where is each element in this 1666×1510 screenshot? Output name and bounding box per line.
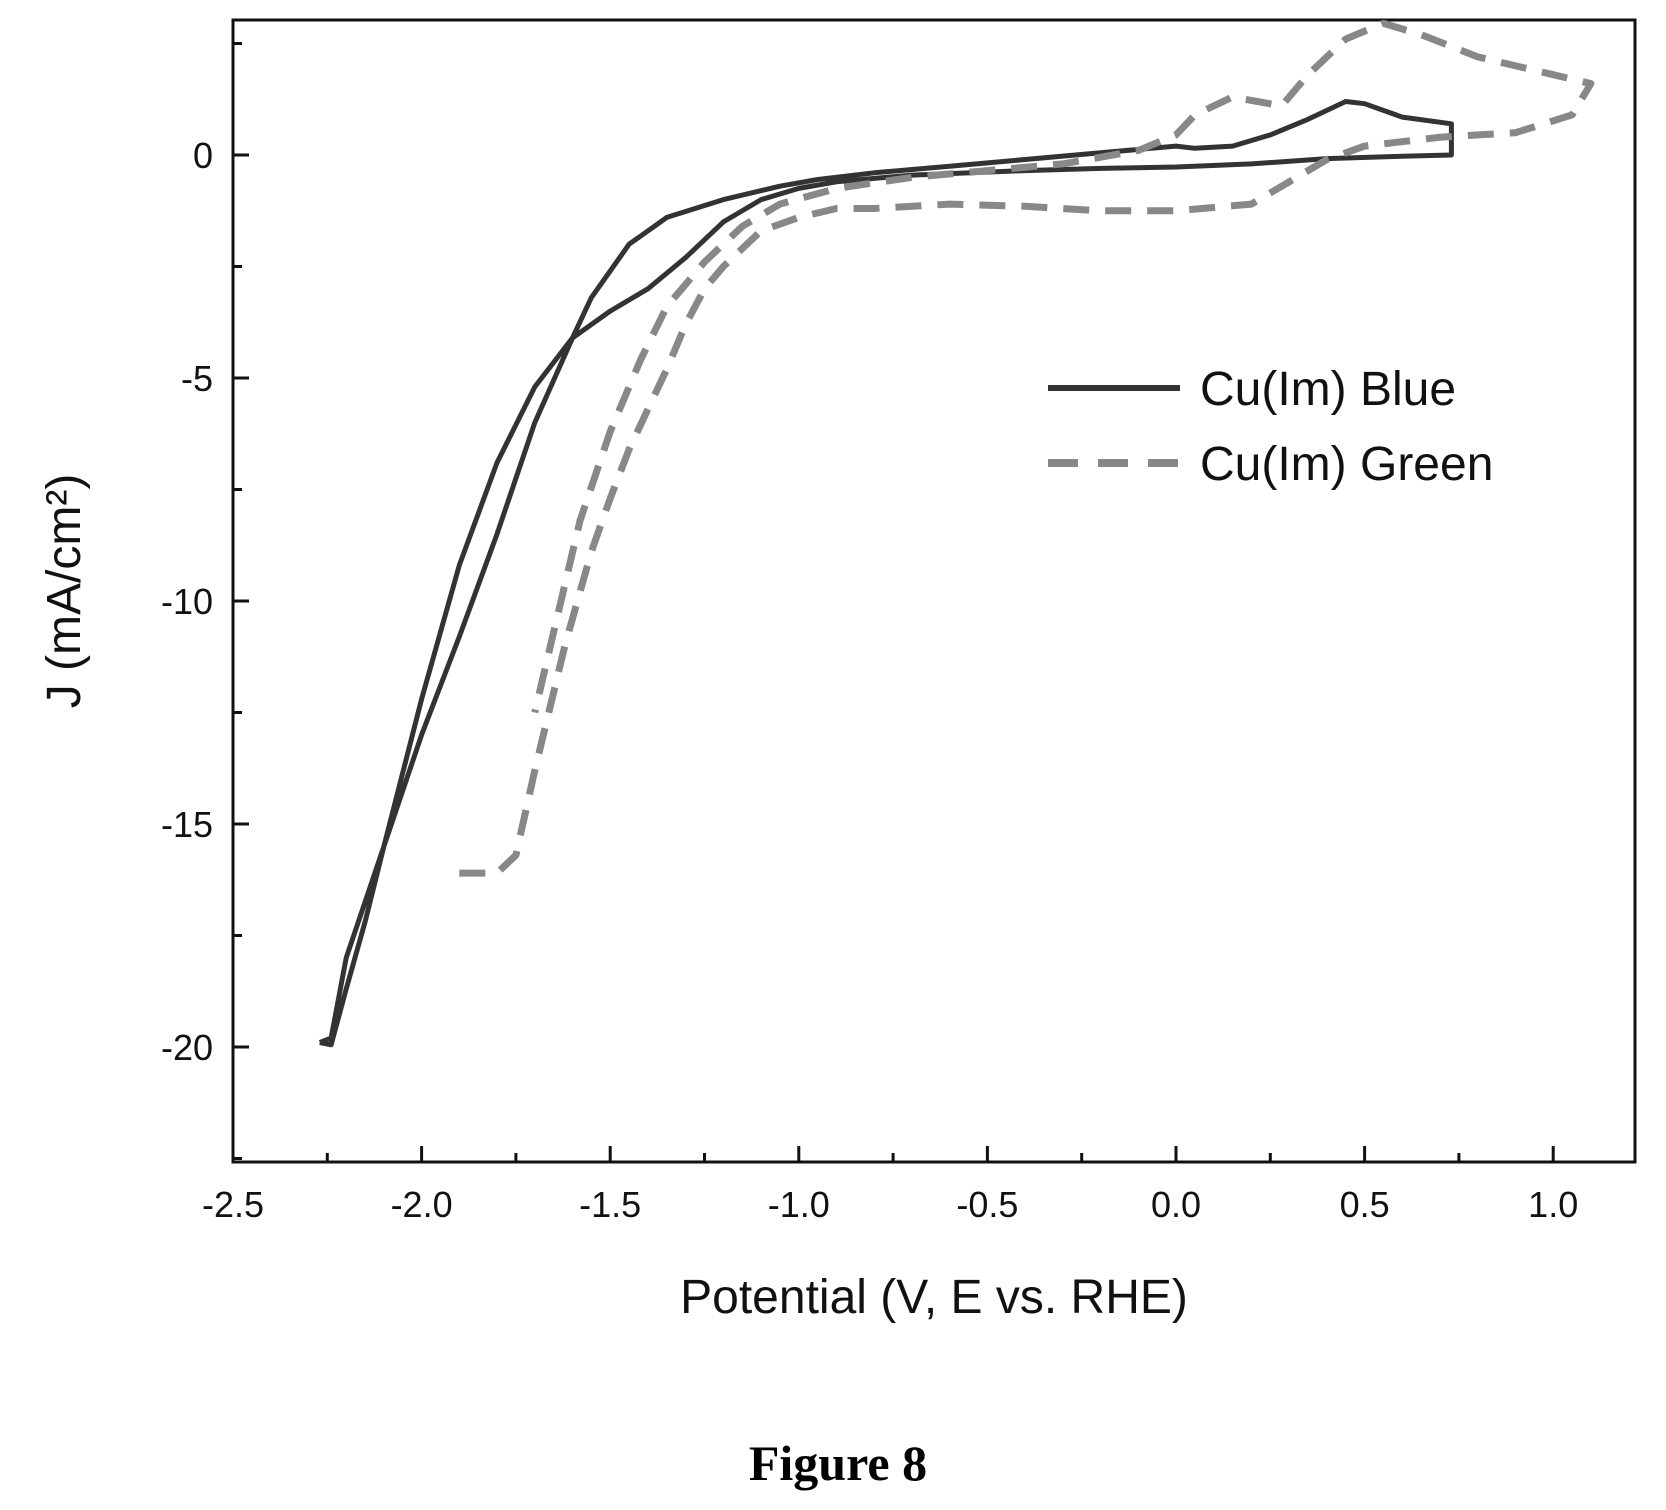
x-tick-label: -1.5 [579,1184,641,1225]
x-tick-label: -2.0 [391,1184,453,1225]
x-tick-label: 0.0 [1151,1184,1201,1225]
legend: Cu(Im) Blue Cu(Im) Green [1048,363,1493,491]
x-axis-ticks: -2.5 -2.0 -1.5 -1.0 -0.5 0.0 0.5 1.0 [202,1146,1578,1225]
y-tick-label: 0 [193,135,213,176]
x-axis-label: Potential (V, E vs. RHE) [680,1271,1188,1324]
x-tick-label: -2.5 [202,1184,264,1225]
x-tick-label: 1.0 [1528,1184,1578,1225]
series-line-green [459,19,1595,877]
series-layer [318,19,1595,1048]
y-tick-label: -5 [181,358,213,399]
series-line-blue [318,99,1454,1048]
y-axis-ticks: 0 -5 -10 -15 -20 [161,42,249,1160]
x-tick-label: -1.0 [768,1184,830,1225]
legend-label-green: Cu(Im) Green [1200,438,1493,491]
plot-frame [231,18,1637,1164]
x-tick-label: -0.5 [956,1184,1018,1225]
legend-label-blue: Cu(Im) Blue [1200,363,1456,416]
y-tick-label: -15 [161,804,213,845]
figure-caption: Figure 8 [749,1435,927,1491]
x-tick-label: 0.5 [1340,1184,1390,1225]
y-tick-label: -20 [161,1027,213,1068]
y-axis-label: J (mA/cm²) [38,474,91,709]
y-tick-label: -10 [161,581,213,622]
